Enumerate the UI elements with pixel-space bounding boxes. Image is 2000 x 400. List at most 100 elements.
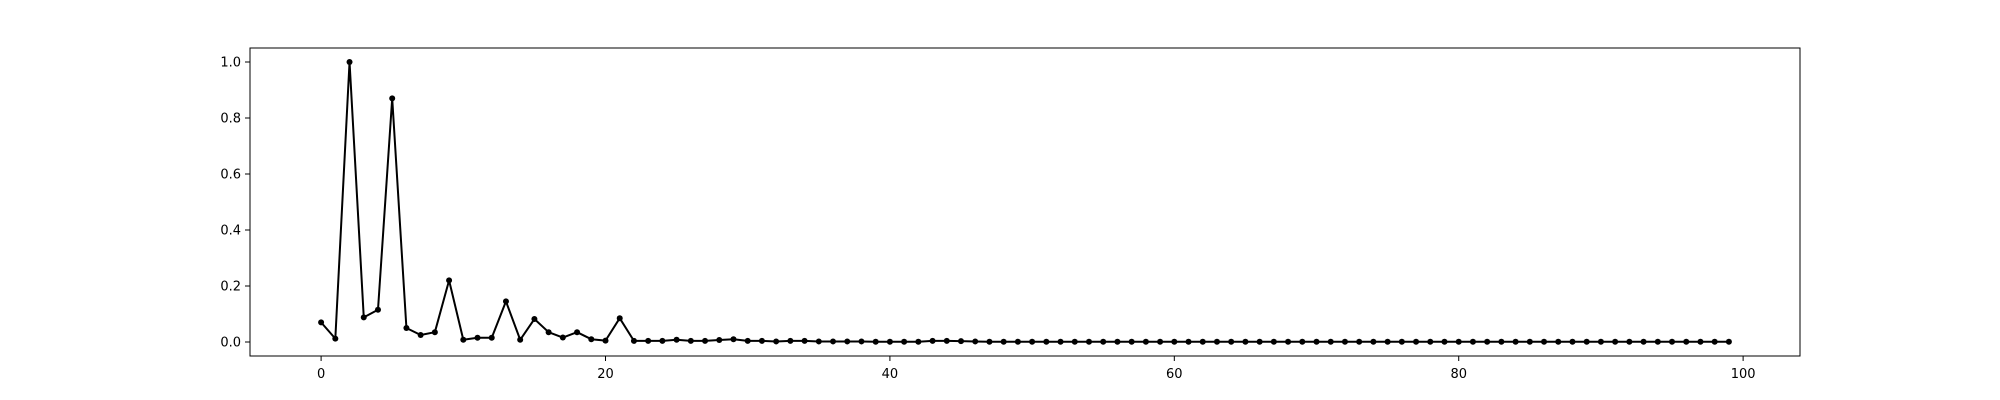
data-point bbox=[1612, 338, 1619, 345]
y-tick-label: 0.6 bbox=[220, 168, 241, 183]
data-point bbox=[545, 329, 552, 336]
data-point bbox=[374, 306, 381, 313]
data-point bbox=[502, 298, 509, 305]
data-point bbox=[1541, 338, 1548, 345]
data-point bbox=[1100, 338, 1107, 345]
data-point bbox=[1213, 338, 1220, 345]
data-point bbox=[801, 337, 808, 344]
data-point bbox=[901, 338, 908, 345]
data-point bbox=[1157, 338, 1164, 345]
data-point bbox=[602, 337, 609, 344]
data-point bbox=[1427, 338, 1434, 345]
data-point bbox=[574, 329, 581, 336]
data-point bbox=[1057, 338, 1064, 345]
data-point bbox=[830, 338, 837, 345]
data-point bbox=[815, 338, 822, 345]
data-point bbox=[716, 337, 723, 344]
data-point bbox=[346, 59, 353, 65]
data-point bbox=[1270, 338, 1277, 345]
data-point bbox=[360, 314, 367, 321]
data-point bbox=[1256, 338, 1263, 345]
data-point bbox=[872, 338, 879, 345]
y-tick-label: 0.8 bbox=[220, 112, 241, 127]
data-point bbox=[1285, 338, 1292, 345]
data-point bbox=[588, 336, 595, 343]
x-tick-label: 80 bbox=[1450, 367, 1467, 382]
data-point bbox=[1171, 338, 1178, 345]
data-point bbox=[1683, 338, 1690, 345]
data-point bbox=[1142, 338, 1149, 345]
data-point bbox=[844, 338, 851, 345]
data-point bbox=[1313, 338, 1320, 345]
x-tick-label: 0 bbox=[317, 367, 325, 382]
data-point bbox=[1512, 338, 1519, 345]
data-point bbox=[744, 337, 751, 344]
y-tick-label: 0.4 bbox=[220, 224, 241, 239]
data-point bbox=[1455, 338, 1462, 345]
data-point bbox=[886, 338, 893, 345]
data-point bbox=[318, 319, 325, 326]
data-point bbox=[417, 332, 424, 338]
data-point bbox=[673, 336, 680, 343]
data-point bbox=[702, 337, 709, 344]
data-point bbox=[758, 337, 765, 344]
data-point bbox=[389, 95, 396, 102]
data-point bbox=[1498, 338, 1505, 345]
data-point bbox=[915, 338, 922, 345]
plot-area-frame bbox=[249, 47, 1801, 357]
data-point bbox=[474, 334, 481, 341]
y-tick-label: 0.0 bbox=[220, 336, 241, 351]
data-point bbox=[1029, 338, 1036, 345]
data-point bbox=[446, 277, 453, 284]
data-point bbox=[929, 337, 936, 344]
series-line bbox=[320, 61, 1729, 343]
data-point bbox=[986, 338, 993, 345]
data-point bbox=[1413, 338, 1420, 345]
data-point bbox=[559, 334, 566, 341]
data-point bbox=[1071, 338, 1078, 345]
data-point bbox=[687, 337, 694, 344]
data-point bbox=[1654, 338, 1661, 345]
data-point bbox=[943, 337, 950, 344]
data-point bbox=[645, 337, 652, 344]
data-point bbox=[1199, 338, 1206, 345]
data-point bbox=[1114, 338, 1121, 345]
data-point bbox=[1555, 338, 1562, 345]
data-point bbox=[730, 336, 737, 343]
data-point bbox=[787, 337, 794, 344]
data-point bbox=[460, 336, 467, 343]
x-tick-label: 100 bbox=[1731, 367, 1756, 382]
data-point bbox=[1185, 338, 1192, 345]
data-point bbox=[1469, 338, 1476, 345]
data-point bbox=[488, 334, 495, 341]
y-tick-label: 1.0 bbox=[220, 56, 241, 71]
data-point bbox=[1000, 338, 1007, 345]
data-point bbox=[630, 337, 637, 344]
data-point bbox=[1014, 338, 1021, 345]
data-point bbox=[1640, 338, 1647, 345]
data-point bbox=[773, 338, 780, 345]
data-point bbox=[1384, 338, 1391, 345]
data-point bbox=[616, 315, 623, 322]
data-point bbox=[517, 336, 524, 343]
x-tick-label: 20 bbox=[597, 367, 614, 382]
data-point bbox=[1242, 338, 1249, 345]
data-point bbox=[431, 329, 438, 336]
x-tick-label: 60 bbox=[1166, 367, 1183, 382]
data-point bbox=[1128, 338, 1135, 345]
x-axis: 0 20 40 60 80 100 bbox=[317, 356, 1756, 382]
data-point bbox=[972, 338, 979, 345]
data-point bbox=[1327, 338, 1334, 345]
data-point bbox=[1597, 338, 1604, 345]
data-point bbox=[1484, 338, 1491, 345]
data-point bbox=[958, 338, 965, 345]
data-point bbox=[1043, 338, 1050, 345]
data-point bbox=[1526, 338, 1533, 345]
data-point bbox=[531, 316, 538, 323]
y-tick-label: 0.2 bbox=[220, 280, 241, 295]
data-point bbox=[1441, 338, 1448, 345]
data-point bbox=[1711, 338, 1718, 345]
y-axis: 0.0 0.2 0.4 0.6 0.8 1.0 bbox=[220, 56, 250, 351]
data-point bbox=[1398, 338, 1405, 345]
